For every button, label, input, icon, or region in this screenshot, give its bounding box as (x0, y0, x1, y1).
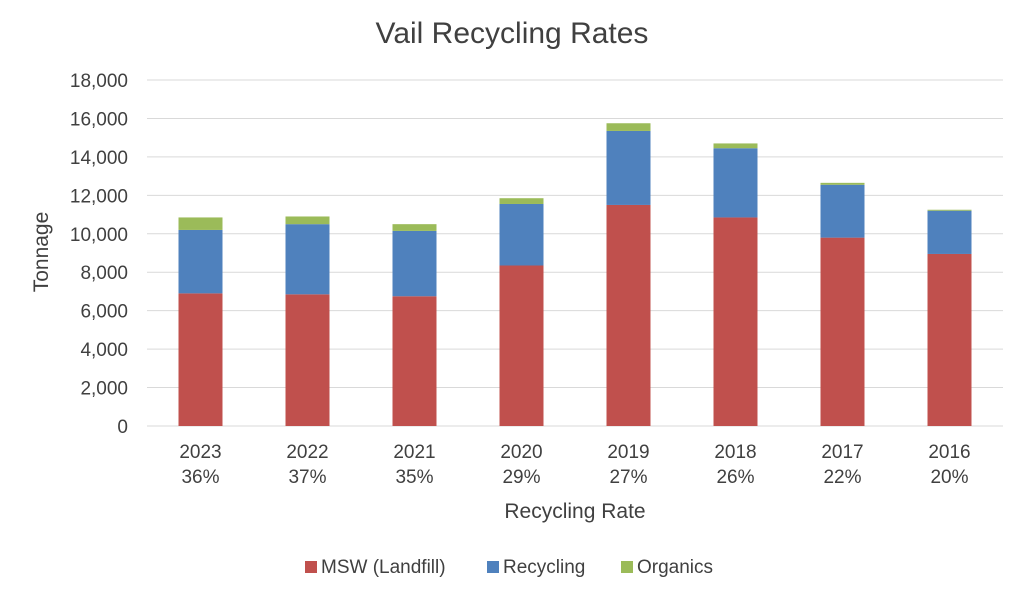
y-tick-label: 16,000 (70, 109, 128, 130)
y-tick-label: 10,000 (70, 225, 128, 246)
x-axis-ticks: 2023 36% 2022 37% 2021 35% 2020 29% 2019 27% 2018 2… (179, 442, 970, 488)
bar-organics-2021 (392, 224, 437, 231)
bar-recycling-2021 (392, 230, 437, 297)
x-tick-year: 2022 (286, 442, 328, 463)
y-tick-label: 8,000 (80, 263, 128, 284)
x-tick-rate: 36% (181, 467, 219, 488)
y-tick-label: 0 (117, 417, 128, 438)
y-tick-label: 14,000 (70, 148, 128, 169)
x-tick-year: 2019 (607, 442, 649, 463)
bar-msw-landfill-2018 (713, 217, 758, 426)
x-tick-year: 2020 (500, 442, 542, 463)
legend-swatch (487, 561, 499, 573)
legend-label: Recycling (503, 557, 585, 578)
x-axis-title: Recycling Rate (504, 500, 645, 523)
bar-organics-2019 (606, 123, 651, 131)
bar-recycling-2018 (713, 148, 758, 218)
chart-title: Vail Recycling Rates (376, 17, 649, 50)
x-tick-rate: 27% (609, 467, 647, 488)
bar-msw-landfill-2019 (606, 204, 651, 426)
x-tick-rate: 26% (716, 467, 754, 488)
bar-organics-2016 (927, 209, 972, 211)
bar-recycling-2016 (927, 210, 972, 254)
x-tick-rate: 22% (823, 467, 861, 488)
x-tick-rate: 35% (395, 467, 433, 488)
bar-organics-2017 (820, 182, 865, 185)
bar-msw-landfill-2020 (499, 265, 544, 426)
y-tick-label: 12,000 (70, 186, 128, 207)
bars (178, 123, 972, 426)
y-tick-label: 4,000 (80, 340, 128, 361)
x-tick-year: 2017 (821, 442, 863, 463)
y-tick-label: 6,000 (80, 302, 128, 323)
x-tick-rate: 29% (502, 467, 540, 488)
bar-msw-landfill-2023 (178, 293, 223, 426)
bar-recycling-2023 (178, 229, 223, 294)
x-tick-year: 2023 (179, 442, 221, 463)
legend: MSW (Landfill) Recycling Organics (305, 557, 713, 578)
legend-label: Organics (637, 557, 713, 578)
bar-recycling-2019 (606, 130, 651, 205)
bar-msw-landfill-2021 (392, 296, 437, 426)
bar-organics-2023 (178, 217, 223, 230)
y-tick-label: 18,000 (70, 71, 128, 92)
x-tick-year: 2016 (928, 442, 970, 463)
bar-recycling-2020 (499, 203, 544, 266)
legend-swatch (621, 561, 633, 573)
bar-msw-landfill-2016 (927, 253, 972, 426)
x-tick-rate: 37% (288, 467, 326, 488)
bar-recycling-2022 (285, 224, 330, 295)
legend-swatch (305, 561, 317, 573)
bar-msw-landfill-2022 (285, 294, 330, 426)
x-tick-rate: 20% (930, 467, 968, 488)
bar-organics-2022 (285, 216, 330, 225)
y-tick-label: 2,000 (80, 379, 128, 400)
x-tick-year: 2021 (393, 442, 435, 463)
x-tick-year: 2018 (714, 442, 756, 463)
bar-msw-landfill-2017 (820, 237, 865, 426)
bar-organics-2020 (499, 198, 544, 204)
bar-organics-2018 (713, 143, 758, 149)
y-axis-title: Tonnage (30, 212, 53, 293)
gridlines (147, 79, 1003, 427)
y-axis-ticks: 0 2,000 4,000 6,000 8,000 10,000 12,000 14,000 1… (70, 71, 128, 438)
legend-label: MSW (Landfill) (321, 557, 446, 578)
bar-recycling-2017 (820, 184, 865, 238)
